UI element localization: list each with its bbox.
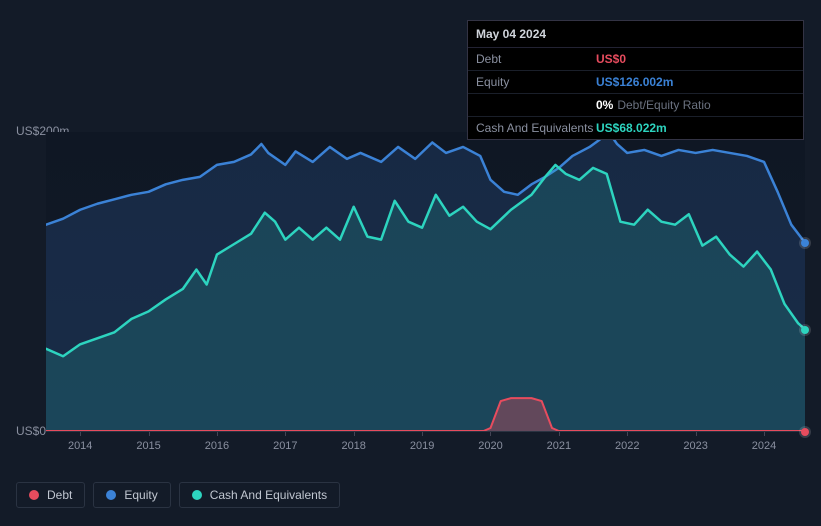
legend-label: Cash And Equivalents <box>210 488 327 502</box>
x-tick-mark <box>354 432 355 436</box>
x-tick-mark <box>627 432 628 436</box>
x-axis-label: 2018 <box>341 440 365 452</box>
legend-item-debt[interactable]: Debt <box>16 482 85 508</box>
x-tick-mark <box>149 432 150 436</box>
tooltip-row: DebtUS$0 <box>468 48 803 71</box>
debt-equity-chart: US$200mUS$0 2014201520162017201820192020… <box>16 120 805 460</box>
tooltip-row-label <box>476 98 596 112</box>
x-tick-mark <box>80 432 81 436</box>
chart-legend: Debt Equity Cash And Equivalents <box>16 482 340 508</box>
tooltip-row-label: Debt <box>476 52 596 66</box>
y-axis-label: US$0 <box>16 424 46 438</box>
x-axis-label: 2017 <box>273 440 297 452</box>
x-axis-label: 2019 <box>410 440 434 452</box>
x-axis-label: 2015 <box>136 440 160 452</box>
tooltip-row-value: US$68.022m <box>596 121 667 135</box>
tooltip-row: EquityUS$126.002m <box>468 71 803 94</box>
x-tick-mark <box>217 432 218 436</box>
x-axis-label: 2021 <box>547 440 571 452</box>
legend-label: Debt <box>47 488 72 502</box>
tooltip-row-value: US$0 <box>596 52 626 66</box>
tooltip-row: 0% Debt/Equity Ratio <box>468 94 803 117</box>
legend-item-cash[interactable]: Cash And Equivalents <box>179 482 340 508</box>
tooltip-row-value: US$126.002m <box>596 75 673 89</box>
tooltip-ratio-pct: 0% <box>596 98 613 112</box>
x-axis-label: 2022 <box>615 440 639 452</box>
x-axis-label: 2023 <box>683 440 707 452</box>
x-tick-mark <box>422 432 423 436</box>
debt-end-marker <box>801 428 809 436</box>
x-tick-mark <box>696 432 697 436</box>
x-tick-mark <box>559 432 560 436</box>
x-tick-mark <box>490 432 491 436</box>
plot-area[interactable] <box>46 132 805 432</box>
x-axis-label: 2020 <box>478 440 502 452</box>
equity-legend-dot-icon <box>106 490 116 500</box>
tooltip-row-label: Cash And Equivalents <box>476 121 596 135</box>
equity-end-marker <box>801 239 809 247</box>
legend-item-equity[interactable]: Equity <box>93 482 170 508</box>
debt-legend-dot-icon <box>29 490 39 500</box>
tooltip-row: Cash And EquivalentsUS$68.022m <box>468 117 803 139</box>
cash-end-marker <box>801 326 809 334</box>
tooltip-ratio-label: Debt/Equity Ratio <box>617 98 710 112</box>
tooltip-ratio: 0% Debt/Equity Ratio <box>596 98 711 112</box>
x-tick-mark <box>764 432 765 436</box>
x-axis-label: 2016 <box>205 440 229 452</box>
tooltip-row-label: Equity <box>476 75 596 89</box>
tooltip-date: May 04 2024 <box>468 21 803 48</box>
legend-label: Equity <box>124 488 157 502</box>
hover-tooltip: May 04 2024 DebtUS$0EquityUS$126.002m0%D… <box>467 20 804 140</box>
cash-legend-dot-icon <box>192 490 202 500</box>
x-tick-mark <box>285 432 286 436</box>
x-axis: 2014 2015 2016 2017 2018 2019 2020 2021 2022 2023… <box>46 436 805 456</box>
x-axis-label: 2024 <box>752 440 776 452</box>
chart-svg <box>46 132 805 431</box>
x-axis-label: 2014 <box>68 440 92 452</box>
